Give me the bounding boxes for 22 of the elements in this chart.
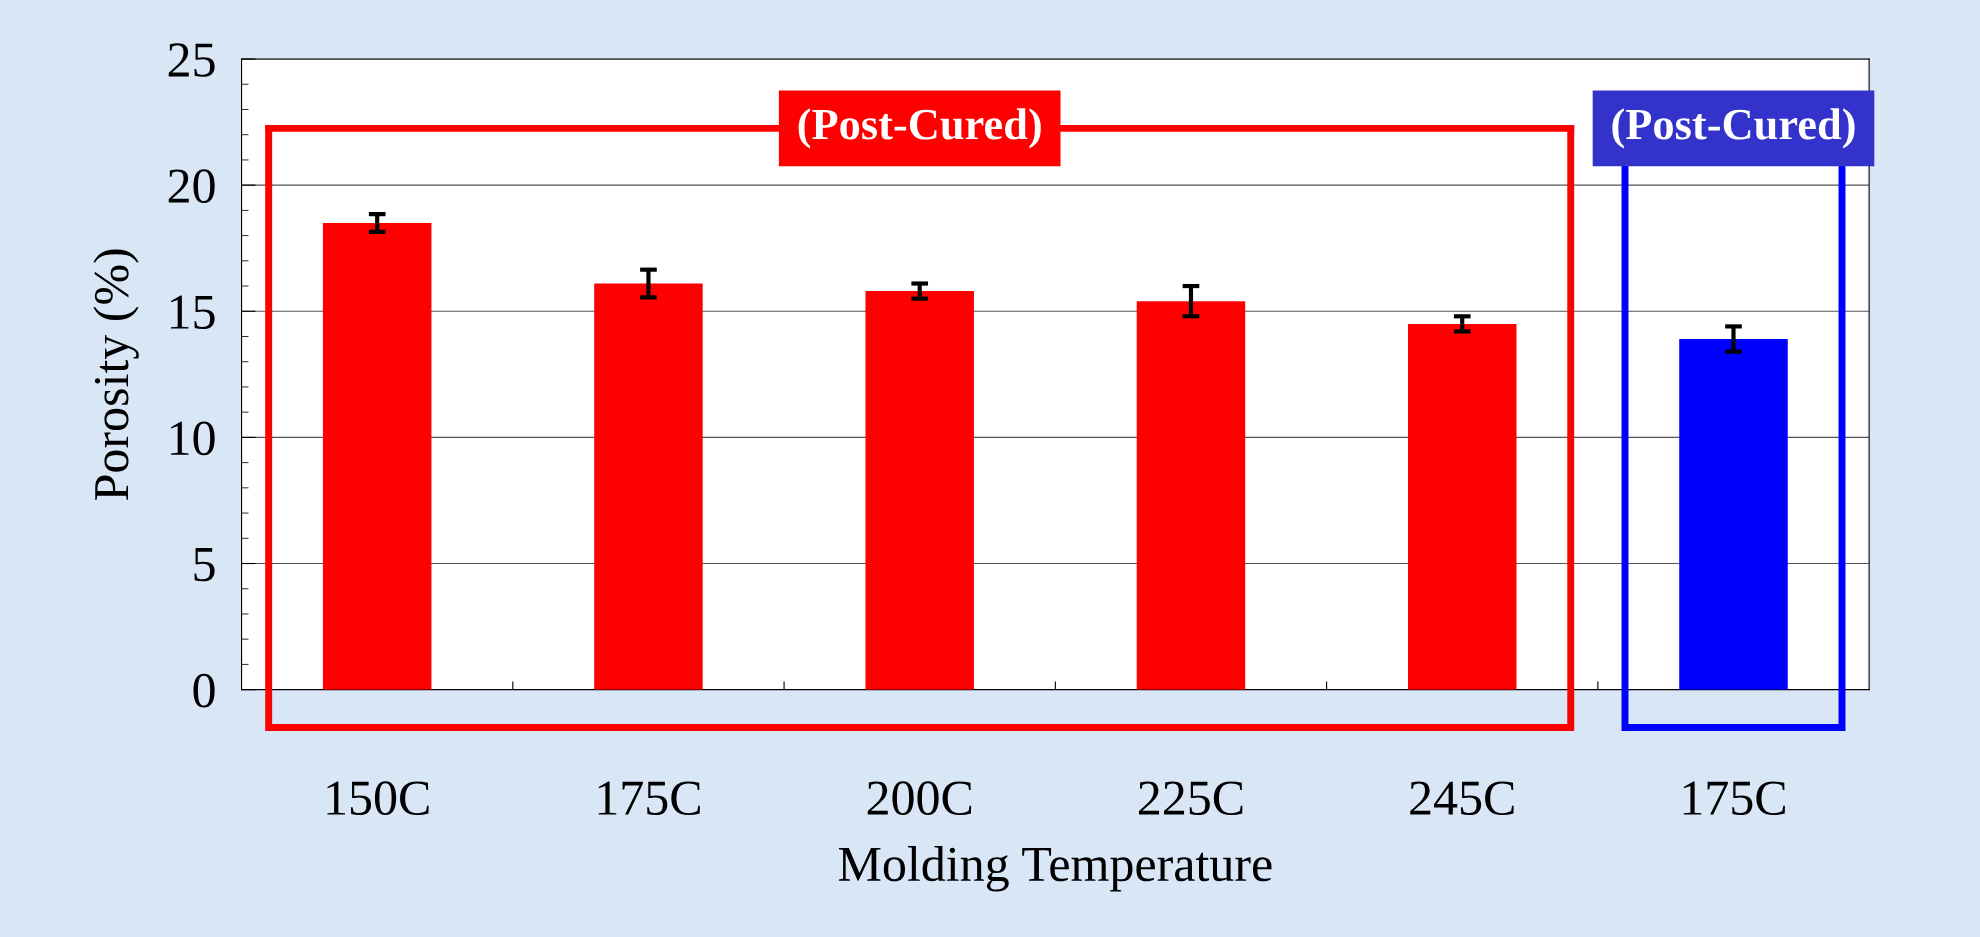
y-tick-label: 0 bbox=[193, 673, 215, 708]
x-tick-label: 175C bbox=[1683, 781, 1785, 816]
y-tick-label: 10 bbox=[170, 421, 215, 456]
bar bbox=[865, 291, 974, 690]
x-axis-title: Molding Temperature bbox=[838, 846, 1272, 892]
x-tick-label: 200C bbox=[867, 781, 972, 816]
bar bbox=[594, 283, 703, 690]
bar bbox=[1136, 301, 1246, 690]
x-tick-label: 225C bbox=[1138, 781, 1243, 816]
annotation: (Post-Cured) bbox=[1612, 108, 1855, 149]
y-tick-label: 5 bbox=[194, 548, 215, 582]
bar bbox=[1407, 323, 1517, 690]
y-axis-title: Porosity (%) bbox=[93, 249, 139, 500]
y-tick-label: 20 bbox=[168, 169, 215, 203]
y-tick-label: 15 bbox=[170, 295, 215, 330]
annotation: (Post-Cured) bbox=[798, 108, 1041, 149]
bar bbox=[322, 222, 432, 690]
bar bbox=[1679, 339, 1788, 690]
x-tick-label: 175C bbox=[598, 781, 700, 816]
x-tick-label: 150C bbox=[327, 781, 429, 816]
x-tick-label: 245C bbox=[1410, 781, 1514, 816]
y-tick-label: 25 bbox=[168, 43, 215, 77]
